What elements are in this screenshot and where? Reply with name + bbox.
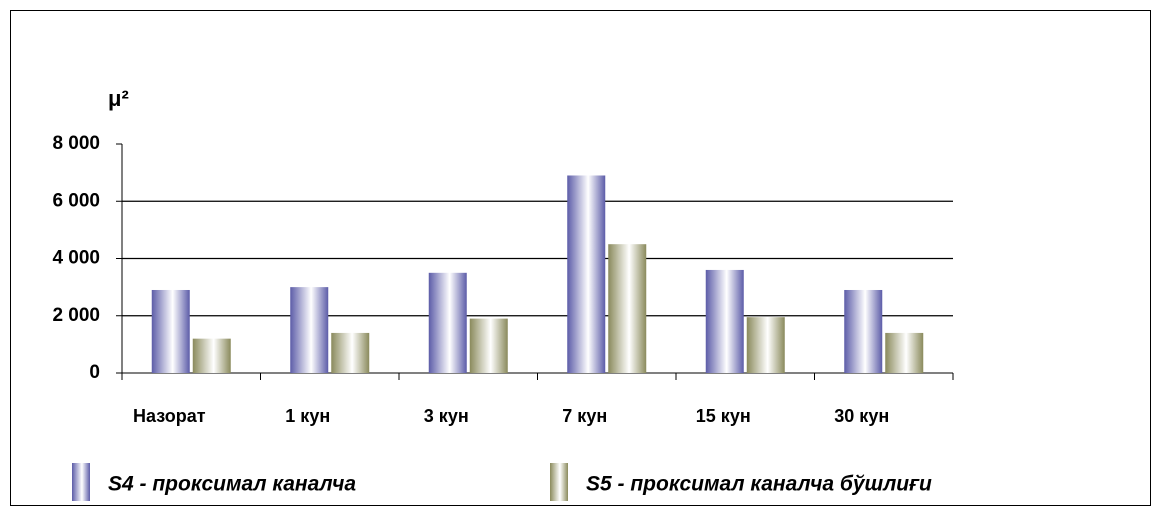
bar bbox=[705, 269, 744, 373]
y-tick-label: 4 000 bbox=[52, 248, 100, 269]
bar bbox=[290, 287, 329, 373]
x-tick-label: 15 кун bbox=[696, 406, 751, 426]
bar bbox=[567, 175, 606, 373]
x-tick-label: Назорат bbox=[133, 406, 206, 426]
bar bbox=[331, 332, 370, 373]
bar bbox=[885, 332, 924, 373]
y-tick-label: 2 000 bbox=[52, 305, 100, 326]
x-tick-label: 3 кун bbox=[424, 406, 469, 426]
legend-marker bbox=[550, 463, 568, 501]
bar bbox=[151, 289, 190, 373]
legend-marker bbox=[72, 463, 90, 501]
bar bbox=[192, 338, 231, 373]
legend-label: S4 - проксимал каналча bbox=[108, 473, 356, 496]
y-tick-label: 8 000 bbox=[52, 133, 100, 154]
bar bbox=[469, 318, 508, 373]
y-axis-label: μ² bbox=[108, 86, 129, 111]
y-tick-label: 0 bbox=[89, 362, 100, 383]
bar bbox=[746, 317, 785, 373]
x-tick-label: 30 кун bbox=[834, 406, 889, 426]
bar bbox=[608, 244, 647, 373]
bar bbox=[844, 289, 883, 373]
y-tick-label: 6 000 bbox=[52, 190, 100, 211]
bar bbox=[428, 272, 467, 373]
x-tick-label: 7 кун bbox=[562, 406, 607, 426]
x-tick-label: 1 кун bbox=[285, 406, 330, 426]
legend-label: S5 - проксимал каналча бўшлиғи bbox=[586, 473, 932, 496]
